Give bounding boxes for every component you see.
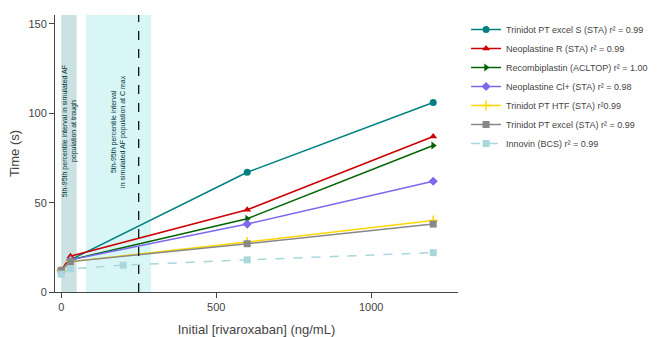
svg-text:100: 100 (28, 107, 46, 119)
svg-text:Innovin (BCS) r² = 0.99: Innovin (BCS) r² = 0.99 (506, 139, 598, 149)
svg-text:Neoplastine Cl+ (STA) r² = 0.9: Neoplastine Cl+ (STA) r² = 0.98 (506, 82, 631, 92)
svg-text:Trinidot PT HTF (STA) r²0.99: Trinidot PT HTF (STA) r²0.99 (506, 101, 621, 111)
svg-text:5th-95th percentile intervalin: 5th-95th percentile intervalin simulated… (110, 75, 127, 188)
svg-text:Trinidot PT excel (STA) r² = 0: Trinidot PT excel (STA) r² = 0.99 (506, 120, 635, 130)
svg-text:Recombiplastin (ACLTOP) r² = 1: Recombiplastin (ACLTOP) r² = 1.00 (506, 63, 647, 73)
svg-text:Time (s): Time (s) (7, 130, 22, 177)
svg-text:Trinidot PT excel S (STA) r² =: Trinidot PT excel S (STA) r² = 0.99 (506, 25, 643, 35)
svg-text:1000: 1000 (359, 301, 383, 313)
svg-text:0: 0 (41, 286, 47, 298)
svg-text:0: 0 (58, 301, 64, 313)
svg-text:500: 500 (207, 301, 225, 313)
svg-text:5th-95th percentile interval i: 5th-95th percentile interval in simulate… (61, 65, 78, 197)
svg-text:Initial [rivaroxaban] (ng/mL): Initial [rivaroxaban] (ng/mL) (178, 322, 336, 337)
svg-text:150: 150 (28, 18, 46, 30)
svg-text:50: 50 (35, 197, 47, 209)
svg-text:Neoplastine R (STA) r² = 0.99: Neoplastine R (STA) r² = 0.99 (506, 44, 624, 54)
